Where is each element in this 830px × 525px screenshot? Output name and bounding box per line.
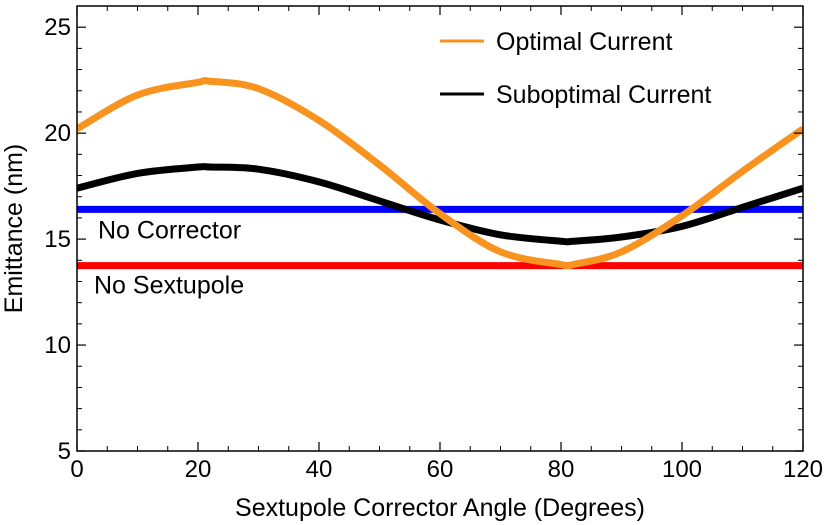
y-tick-label: 5: [58, 438, 71, 465]
annotation-no-corrector: No Corrector: [98, 216, 241, 244]
y-axis-title: Emittance (nm): [0, 144, 28, 313]
legend-label: Optimal Current: [496, 28, 672, 56]
x-tick-label: 20: [185, 456, 212, 483]
y-tick-label: 10: [44, 332, 71, 359]
legend: Optimal Current Suboptimal Current: [440, 28, 711, 109]
x-tick-label: 0: [70, 456, 83, 483]
annotation-no-sextupole: No Sextupole: [94, 272, 244, 300]
x-tick-label: 100: [662, 456, 702, 483]
x-tick-label: 40: [306, 456, 333, 483]
x-tick-label: 120: [783, 456, 823, 483]
x-axis-title: Sextupole Corrector Angle (Degrees): [235, 494, 645, 522]
y-tick-label: 20: [44, 120, 71, 147]
series-line-optimal-current: [77, 76, 803, 270]
y-tick-label: 25: [44, 14, 71, 41]
axis-tick-labels: 0 20 40 60 80 100 120 5 10 15 20 25: [44, 14, 823, 483]
x-tick-label: 80: [548, 456, 575, 483]
axis-ticks: [76, 5, 804, 452]
x-tick-label: 60: [427, 456, 454, 483]
reference-line-labels: No Corrector No Sextupole: [94, 216, 244, 299]
legend-label: Suboptimal Current: [496, 81, 711, 109]
y-tick-label: 15: [44, 226, 71, 253]
plot-data-layer: [77, 76, 803, 270]
